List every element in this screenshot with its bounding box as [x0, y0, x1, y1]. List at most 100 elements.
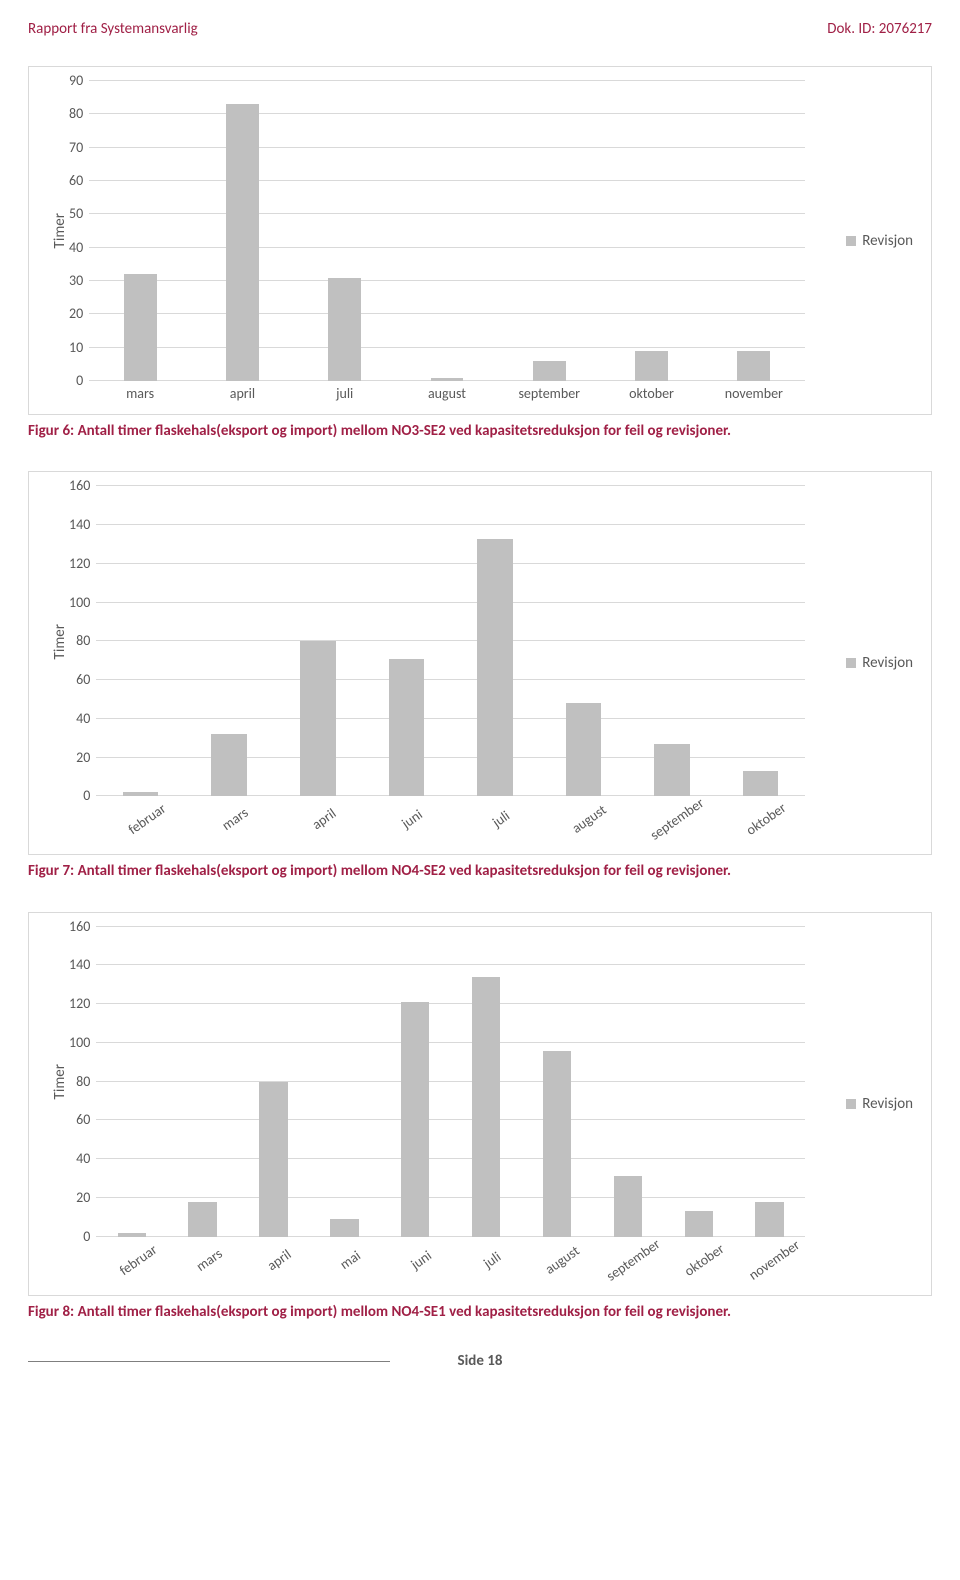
- bar: [755, 1202, 783, 1237]
- x-label: oktober: [600, 385, 702, 402]
- bar-slot: [663, 927, 734, 1237]
- bar-slot: [600, 81, 702, 381]
- bar: [431, 378, 464, 381]
- bar: [635, 351, 668, 381]
- x-label: juni: [387, 1232, 469, 1307]
- x-label: februar: [104, 1232, 186, 1307]
- x-label: august: [396, 385, 498, 402]
- x-label: april: [191, 385, 293, 402]
- bar: [685, 1211, 713, 1236]
- bar: [211, 734, 246, 796]
- bar-slot: [734, 927, 805, 1237]
- bar: [401, 1002, 429, 1236]
- legend-swatch: [846, 658, 856, 668]
- bar: [566, 703, 601, 796]
- x-label: juli: [294, 385, 396, 402]
- legend-label: Revisjon: [862, 654, 913, 672]
- footer-text: Side 18: [448, 1352, 513, 1370]
- bar-slot: [716, 486, 805, 796]
- bar: [259, 1082, 287, 1237]
- bar-slot: [96, 927, 167, 1237]
- bar-slot: [703, 81, 805, 381]
- page-footer: Side 18: [28, 1352, 932, 1370]
- bar: [533, 361, 566, 381]
- bar: [188, 1202, 216, 1237]
- y-axis-label: Timer: [45, 624, 69, 659]
- bar-slot: [238, 927, 309, 1237]
- bar: [226, 104, 259, 381]
- chart6-caption: Figur 6: Antall timer flaskehals(eksport…: [28, 421, 932, 441]
- page-header: Rapport fra Systemansvarlig Dok. ID: 207…: [28, 20, 932, 38]
- x-label: august: [529, 1232, 611, 1307]
- x-label: september: [498, 385, 600, 402]
- bar: [300, 641, 335, 796]
- x-label: mars: [89, 385, 191, 402]
- bar-slot: [96, 486, 185, 796]
- bar-slot: [628, 486, 717, 796]
- bar-slot: [167, 927, 238, 1237]
- bar: [328, 278, 361, 381]
- x-label: mars: [175, 1232, 257, 1307]
- legend-label: Revisjon: [862, 1095, 913, 1113]
- bar-slot: [89, 81, 191, 381]
- x-label: september: [636, 787, 732, 872]
- bar: [737, 351, 770, 381]
- bar: [614, 1176, 642, 1236]
- x-label: oktober: [725, 787, 821, 872]
- bar: [743, 771, 778, 796]
- x-label: februar: [106, 787, 202, 872]
- bar: [389, 659, 424, 797]
- y-axis-label: Timer: [45, 213, 69, 248]
- bar: [543, 1051, 571, 1237]
- x-label: april: [283, 787, 379, 872]
- bar-slot: [309, 927, 380, 1237]
- bar-slot: [592, 927, 663, 1237]
- bar: [654, 744, 689, 796]
- x-label: august: [548, 787, 644, 872]
- y-ticks: 9080706050403020100: [69, 81, 89, 381]
- x-label: mai: [317, 1232, 399, 1307]
- x-label: november: [741, 1232, 823, 1307]
- chart7-frame: Timer160140120100806040200Revisjonfebrua…: [28, 471, 932, 855]
- bar-slot: [522, 927, 593, 1237]
- legend-swatch: [846, 1099, 856, 1109]
- bar: [472, 977, 500, 1237]
- bar-slot: [185, 486, 274, 796]
- x-label: november: [703, 385, 805, 402]
- bar-slot: [362, 486, 451, 796]
- plot-area: [96, 486, 805, 796]
- bar-slot: [380, 927, 451, 1237]
- y-ticks: 160140120100806040200: [69, 486, 96, 796]
- x-label: juli: [458, 1232, 540, 1307]
- bar: [330, 1219, 358, 1236]
- plot-area: [96, 927, 805, 1237]
- x-label: oktober: [670, 1232, 752, 1307]
- x-label: mars: [194, 787, 290, 872]
- chart6-frame: Timer9080706050403020100 Revisjon marsapri…: [28, 66, 932, 415]
- bar-slot: [273, 486, 362, 796]
- bar: [118, 1233, 146, 1237]
- header-left: Rapport fra Systemansvarlig: [28, 20, 198, 38]
- bar-slot: [191, 81, 293, 381]
- bar-slot: [539, 486, 628, 796]
- x-label: april: [246, 1232, 328, 1307]
- x-label: juli: [459, 787, 555, 872]
- bar: [477, 539, 512, 797]
- header-right: Dok. ID: 2076217: [827, 20, 932, 38]
- bar-slot: [294, 81, 396, 381]
- bar: [123, 792, 158, 796]
- chart8-frame: Timer160140120100806040200Revisjonfebrua…: [28, 912, 932, 1296]
- legend: Revisjon: [846, 1095, 913, 1113]
- x-label: september: [599, 1232, 681, 1307]
- legend-swatch: [846, 236, 856, 246]
- legend: Revisjon: [846, 232, 913, 250]
- x-label: juni: [371, 787, 467, 872]
- bar-slot: [451, 486, 540, 796]
- y-axis-label: Timer: [45, 1064, 69, 1099]
- legend-label: Revisjon: [862, 232, 913, 250]
- bar: [124, 274, 157, 381]
- plot-area: [89, 81, 805, 381]
- legend: Revisjon: [846, 654, 913, 672]
- bar-slot: [451, 927, 522, 1237]
- bar-slot: [498, 81, 600, 381]
